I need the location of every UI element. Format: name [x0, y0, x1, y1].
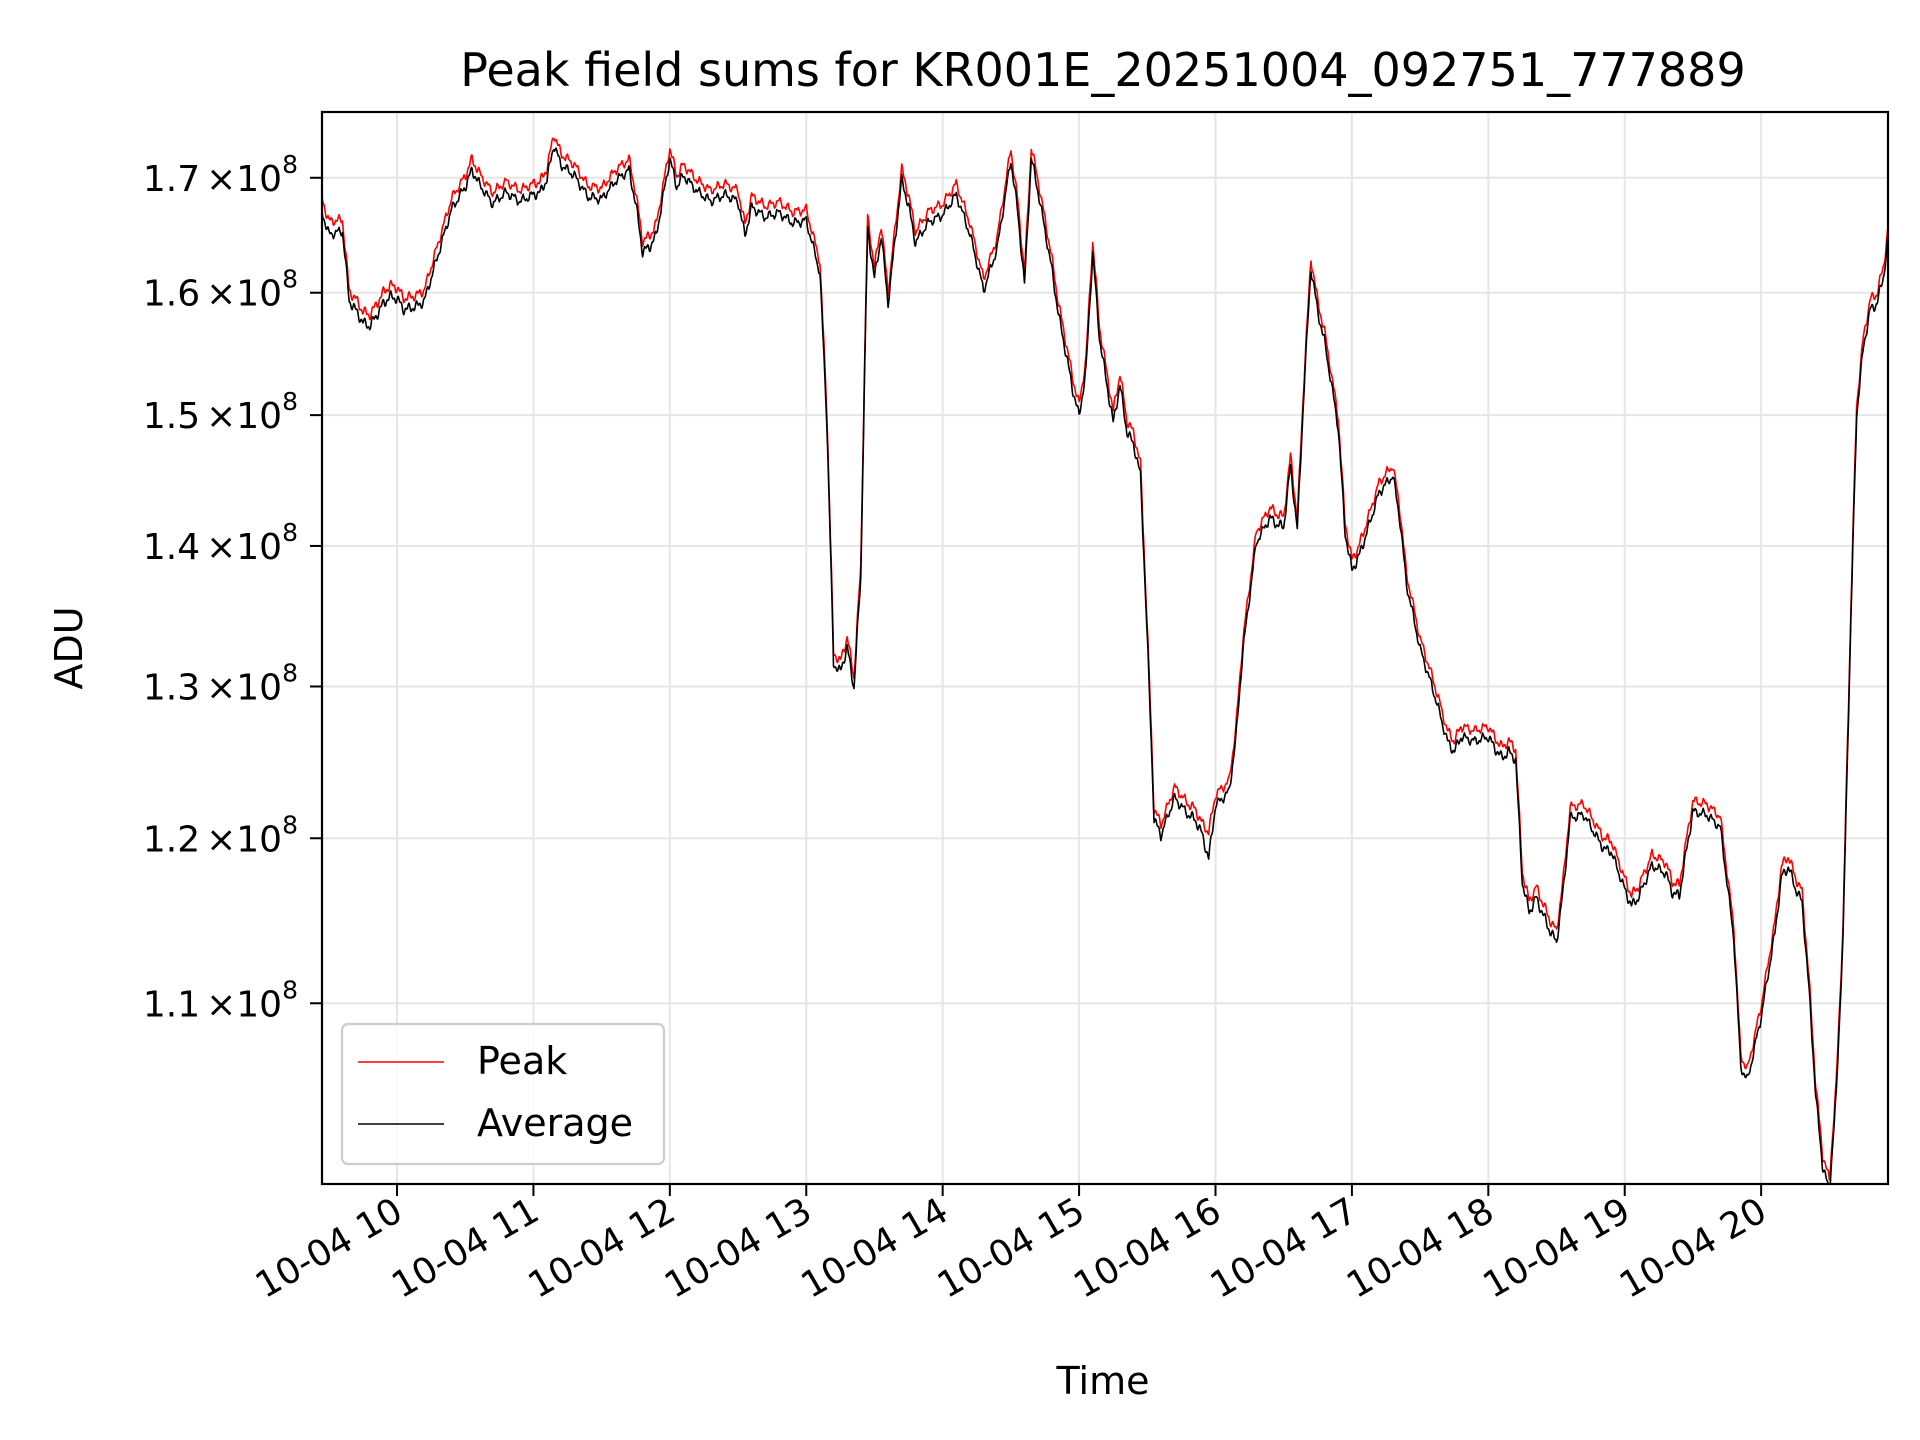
legend: Peak Average	[340, 1022, 666, 1166]
y-axis-label: ADU	[47, 606, 91, 689]
y-tick-label: 1.1 ×108	[143, 975, 298, 1025]
y-tick-label: 1.7 ×108	[143, 150, 298, 200]
y-tick-exponent: 8	[282, 658, 298, 687]
y-tick-mantissa: 1.6	[143, 274, 200, 315]
y-tick-multiplier: ×10	[206, 396, 282, 437]
y-tick-exponent: 8	[282, 975, 298, 1004]
y-tick-mantissa: 1.3	[143, 667, 200, 708]
y-tick-exponent: 8	[282, 387, 298, 416]
y-tick-label: 1.2 ×108	[143, 810, 298, 860]
y-tick-exponent: 8	[282, 150, 298, 179]
y-tick-exponent: 8	[282, 518, 298, 547]
y-tick-mantissa: 1.5	[143, 396, 200, 437]
chart-title: Peak field sums for KR001E_20251004_0927…	[460, 43, 1745, 97]
y-tick-mantissa: 1.4	[143, 527, 200, 568]
series-line-peak	[322, 137, 1888, 1181]
y-tick-multiplier: ×10	[206, 819, 282, 860]
y-tick-multiplier: ×10	[206, 667, 282, 708]
y-tick-label: 1.5 ×108	[143, 387, 298, 437]
series-line-average	[322, 147, 1888, 1184]
y-tick-mantissa: 1.2	[143, 819, 200, 860]
series-lines	[322, 137, 1888, 1184]
y-tick-label: 1.6 ×108	[143, 265, 298, 315]
y-tick-exponent: 8	[282, 265, 298, 294]
plot-frame	[320, 110, 1890, 1186]
legend-label-average: Average	[477, 1101, 633, 1145]
y-tick-mantissa: 1.7	[143, 159, 200, 200]
y-tick-label: 1.4 ×108	[143, 518, 298, 568]
legend-label-peak: Peak	[477, 1039, 567, 1083]
y-tick-multiplier: ×10	[206, 274, 282, 315]
legend-frame	[340, 1022, 666, 1166]
y-tick-label: 1.3 ×108	[143, 658, 298, 708]
x-axis-label: Time	[1056, 1359, 1150, 1403]
y-tick-multiplier: ×10	[206, 527, 282, 568]
y-tick-mantissa: 1.1	[143, 984, 200, 1025]
y-tick-multiplier: ×10	[206, 984, 282, 1025]
y-tick-exponent: 8	[282, 810, 298, 839]
y-tick-multiplier: ×10	[206, 159, 282, 200]
